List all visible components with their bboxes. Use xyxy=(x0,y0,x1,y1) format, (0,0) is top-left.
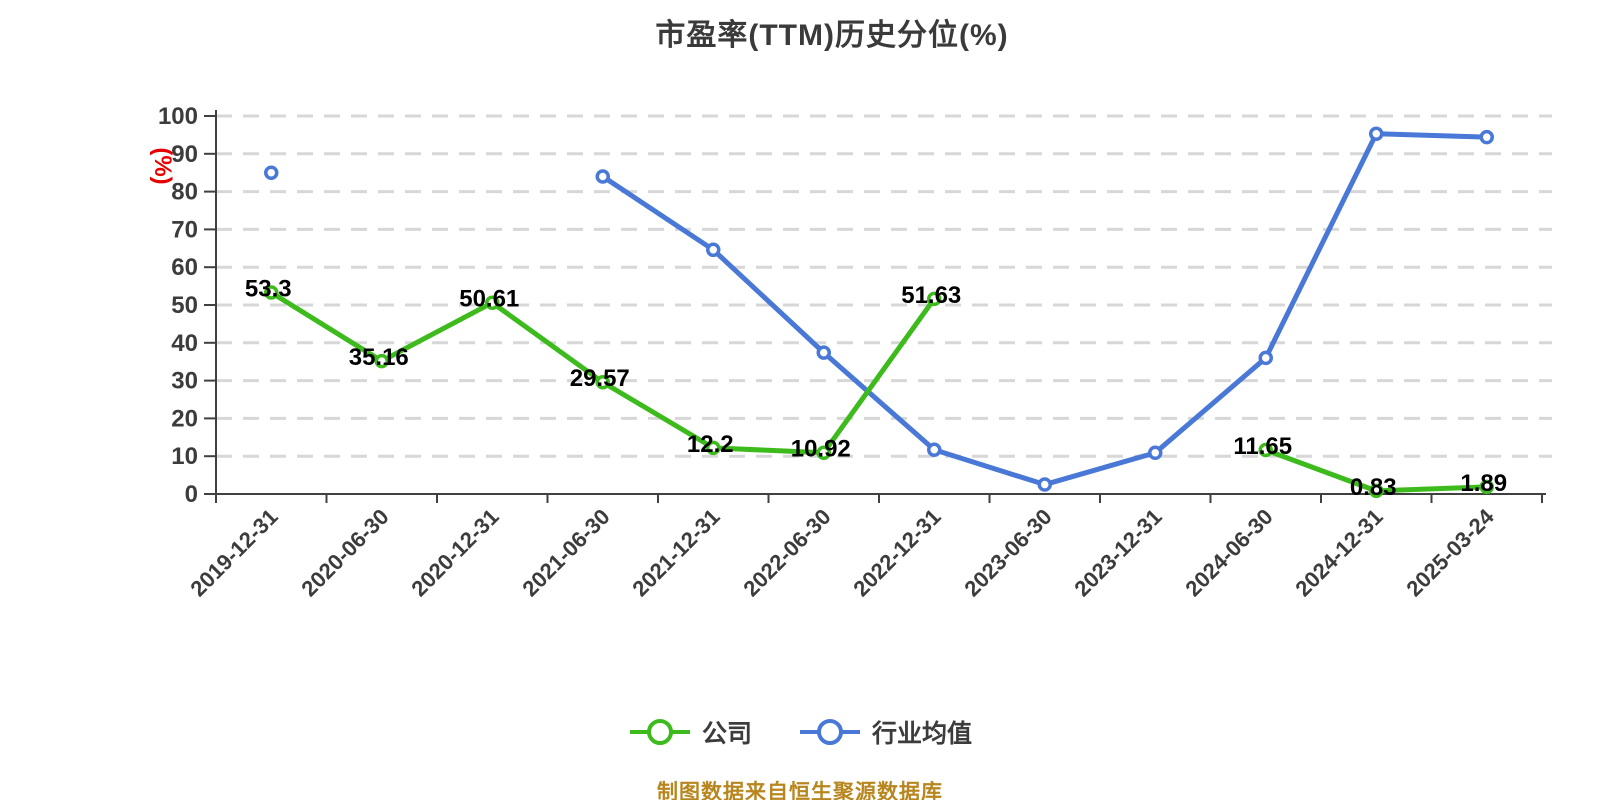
data-label: 12.2 xyxy=(687,431,734,458)
data-label: 51.63 xyxy=(901,282,961,309)
series-point-industry-average[interactable] xyxy=(927,442,942,458)
data-label: 1.89 xyxy=(1460,470,1507,497)
legend-item-company[interactable]: 公司 xyxy=(628,714,752,750)
data-label: 53.3 xyxy=(245,276,292,303)
data-label: 10.92 xyxy=(791,436,851,463)
series-point-industry-average[interactable] xyxy=(264,165,279,180)
series-point-company[interactable] xyxy=(264,285,279,300)
y-axis-tick-label: 40 xyxy=(171,330,198,357)
series-point-industry-average[interactable] xyxy=(1037,477,1052,492)
series-point-company[interactable] xyxy=(374,353,389,369)
legend-item-industry-average[interactable]: 行业均值 xyxy=(798,714,972,750)
legend-label-company: 公司 xyxy=(701,720,752,748)
y-axis-tick-label: 0 xyxy=(185,481,198,508)
source-caption: 制图数据来自恒生聚源数据库 xyxy=(657,781,943,800)
series-point-industry-average[interactable] xyxy=(1479,129,1494,145)
data-label: 11.65 xyxy=(1233,433,1292,460)
series-point-company[interactable] xyxy=(595,374,610,390)
series-point-industry-average[interactable] xyxy=(816,345,831,360)
data-label: 29.57 xyxy=(570,365,630,392)
data-label: 50.61 xyxy=(459,286,519,313)
series-point-company[interactable] xyxy=(1369,483,1384,499)
series-point-industry-average[interactable] xyxy=(706,242,721,258)
y-axis-tick-label: 100 xyxy=(158,103,198,130)
y-axis-tick-label: 60 xyxy=(171,254,198,281)
legend-label-industry-average: 行业均值 xyxy=(872,720,973,748)
series-point-company[interactable] xyxy=(1479,479,1494,495)
series-point-industry-average[interactable] xyxy=(1369,126,1384,142)
series-point-company[interactable] xyxy=(485,295,500,310)
y-axis-tick-label: 80 xyxy=(171,179,198,206)
series-point-company[interactable] xyxy=(706,440,721,456)
y-axis-tick-label: 30 xyxy=(171,368,198,395)
y-axis-tick-label: 50 xyxy=(171,292,198,319)
y-axis-unit-label: (%) xyxy=(149,147,176,184)
y-axis-tick-label: 70 xyxy=(171,216,198,243)
series-line-industry-average xyxy=(600,131,1490,488)
series-point-company[interactable] xyxy=(816,445,831,460)
data-label: 35.16 xyxy=(349,344,409,371)
series-point-industry-average[interactable] xyxy=(1148,445,1163,461)
series-point-industry-average[interactable] xyxy=(1258,350,1273,366)
y-axis-tick-label: 10 xyxy=(171,443,198,470)
legend-marker-industry-icon xyxy=(800,719,860,745)
y-axis-tick-label: 90 xyxy=(171,141,198,168)
data-label: 0.83 xyxy=(1350,474,1397,501)
legend: 公司 行业均值 xyxy=(0,714,1600,750)
series-point-industry-average[interactable] xyxy=(595,169,610,184)
series-point-company[interactable] xyxy=(1258,442,1273,458)
y-axis-tick-label: 20 xyxy=(171,405,198,432)
series-point-company[interactable] xyxy=(927,291,942,307)
chart-title: 市盈率(TTM)历史分位(%) xyxy=(655,19,1009,52)
legend-marker-company-icon xyxy=(629,719,690,745)
